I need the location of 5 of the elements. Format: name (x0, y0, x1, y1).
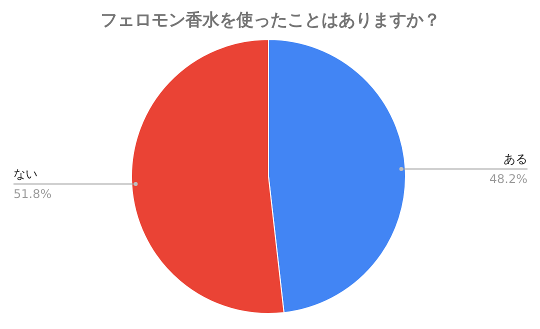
slice-label: ある (504, 152, 528, 166)
data-label: 48.2% (489, 172, 528, 186)
chart-title: フェロモン香水を使ったことはありますか？ (100, 10, 440, 30)
data-label: 51.8% (14, 187, 52, 202)
slice-label: ない (14, 167, 38, 182)
